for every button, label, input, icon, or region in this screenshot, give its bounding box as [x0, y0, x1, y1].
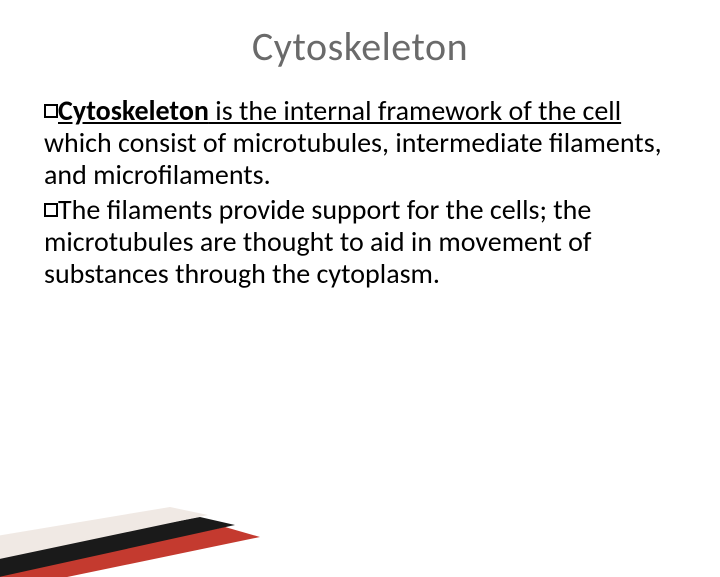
slide-body: Cytoskeleton is the internal framework o… — [0, 95, 720, 290]
bullet-square-icon — [44, 104, 58, 118]
bullet-square-icon — [44, 203, 58, 217]
bullet-item: Cytoskeleton is the internal framework o… — [44, 95, 680, 192]
corner-decoration — [0, 467, 270, 577]
bullet-plain-underline: is the internal framework of the cell — [209, 93, 621, 128]
bullet-bold-underline: Cytoskeleton — [58, 93, 209, 128]
bullet-rest: The filaments provide support for the ce… — [44, 192, 591, 291]
bullet-rest: which consist of microtubules, intermedi… — [44, 125, 662, 192]
decor-stripe-red — [0, 527, 260, 577]
slide-title: Cytoskeleton — [0, 22, 720, 71]
decor-stripe-black — [0, 517, 235, 577]
bullet-item: The filaments provide support for the ce… — [44, 194, 680, 291]
decor-stripe-cream — [0, 507, 208, 561]
